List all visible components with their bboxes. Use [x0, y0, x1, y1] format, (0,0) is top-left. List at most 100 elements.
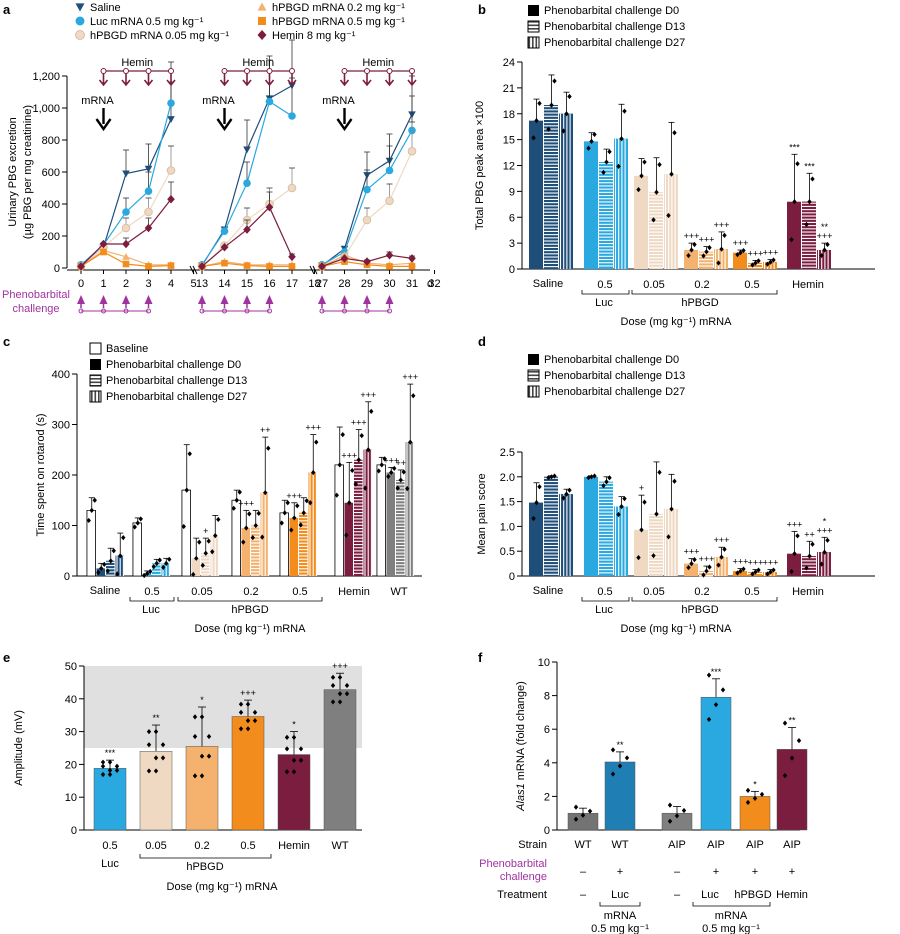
b-data-point [586, 145, 591, 151]
d-x-label: Hemin [792, 586, 824, 598]
c-data-point [359, 433, 364, 439]
f-data-point [796, 738, 802, 744]
b-bar-fill [763, 262, 777, 269]
a-axis-break [189, 265, 195, 275]
b-data-point [789, 237, 794, 243]
d-data-point [722, 546, 727, 552]
d-bar-fill [699, 571, 713, 576]
a-point-luc [265, 97, 274, 106]
c-data-point [250, 535, 255, 541]
f-data-point [752, 795, 758, 802]
d-y-tick-label: 2.5 [500, 447, 515, 459]
c-data-point [111, 548, 116, 554]
a-pheno-arrow [243, 295, 251, 304]
a-hemin-dot [168, 68, 174, 74]
a-point-hpbgd05 [145, 263, 152, 270]
c-data-point [386, 473, 391, 480]
e-data-point [291, 734, 297, 740]
e-bracket [139, 854, 272, 859]
b-data-point [686, 252, 691, 259]
e-data-point [107, 767, 113, 773]
c-data-point [356, 457, 361, 463]
f-y-tick-label: 4 [544, 758, 550, 770]
f-bracket [599, 902, 641, 907]
a-pheno-arrow [340, 295, 349, 304]
d-x-label: Saline [533, 585, 564, 597]
c-bar [386, 472, 395, 576]
a-hemin-arrow [219, 73, 230, 87]
b-sig-label: *** [804, 161, 815, 171]
b-data-point [741, 247, 746, 254]
a-point-luc [167, 99, 175, 107]
c-bar [289, 517, 298, 576]
d-xlabel: Dose (mg kg⁻¹) mRNA [621, 623, 733, 635]
a-legend-marker [75, 3, 85, 12]
c-data-point [213, 533, 218, 539]
f-strain: WT [611, 839, 628, 851]
c-data-point [253, 522, 258, 529]
c-bar-baseline [376, 464, 386, 577]
d-data-point [716, 562, 721, 568]
d-bar-fill [714, 557, 728, 576]
b-data-point [771, 257, 776, 263]
c-data-point [350, 467, 355, 474]
f-data-point [610, 771, 616, 777]
a-hemin-arrow [407, 73, 417, 87]
f-row-label-strain: Strain [518, 839, 547, 851]
a-hemin-arrow [242, 73, 252, 87]
d-data-point [819, 561, 824, 567]
e-data-point [337, 691, 343, 697]
d-y-tick-label: 2.0 [500, 472, 515, 484]
b-x-label: hPBGD [681, 297, 718, 309]
a-legend-marker [75, 16, 85, 26]
c-data-point [194, 555, 199, 561]
a-point-hemin [144, 223, 153, 233]
b-x-label: Hemin [792, 279, 824, 291]
e-data-point [206, 733, 212, 740]
a-point-hpbgd005 [144, 207, 153, 217]
a-hemin-dot [221, 68, 228, 74]
e-data-point [298, 746, 304, 752]
panel-label-a: a [3, 2, 11, 17]
d-bracket [581, 597, 630, 602]
c-data-point [247, 511, 252, 517]
c-data-point [154, 560, 159, 566]
f-challenge: – [580, 866, 587, 878]
c-bar-baseline [132, 522, 142, 577]
b-bar-fill [817, 250, 831, 269]
b-sig-label: +++ [817, 231, 833, 241]
d-data-point [704, 568, 709, 574]
f-data-point [706, 672, 712, 678]
b-bar-fill [614, 138, 628, 269]
b-legend-swatch [527, 36, 540, 49]
f-data-point [610, 747, 616, 753]
a-hemin-dot [341, 68, 348, 74]
a-mrna-arrow [95, 108, 112, 132]
d-data-point [771, 567, 776, 573]
b-data-point [825, 241, 830, 248]
c-data-point [108, 558, 113, 564]
a-legend-text: Saline [90, 2, 121, 14]
c-ylabel: Time spent on rotarod (s) [35, 413, 47, 536]
b-data-point [619, 136, 624, 142]
f-strain: WT [574, 839, 591, 851]
e-bar [323, 689, 357, 831]
a-y-tick-label: 600 [42, 167, 60, 179]
c-data-point [234, 497, 239, 503]
e-data-point [107, 771, 113, 778]
e-data-point [206, 753, 212, 759]
b-data-point [589, 138, 594, 144]
e-y-tick-label: 50 [65, 661, 77, 673]
d-data-point [619, 503, 624, 510]
c-data-point [314, 439, 319, 445]
f-treatment: Luc [701, 889, 719, 901]
b-y-tick-label: 21 [503, 83, 515, 95]
c-data-point [401, 469, 406, 475]
a-mrna-label: mRNA [322, 95, 355, 107]
c-data-point [282, 510, 287, 516]
d-data-point [642, 499, 647, 505]
a-x-tick-label: 18 [308, 278, 320, 290]
a-ylabel-2: (µg PBG per mg creatinine) [22, 105, 34, 239]
a-x-tick-label: 13 [196, 278, 208, 290]
f-bar [739, 796, 771, 831]
